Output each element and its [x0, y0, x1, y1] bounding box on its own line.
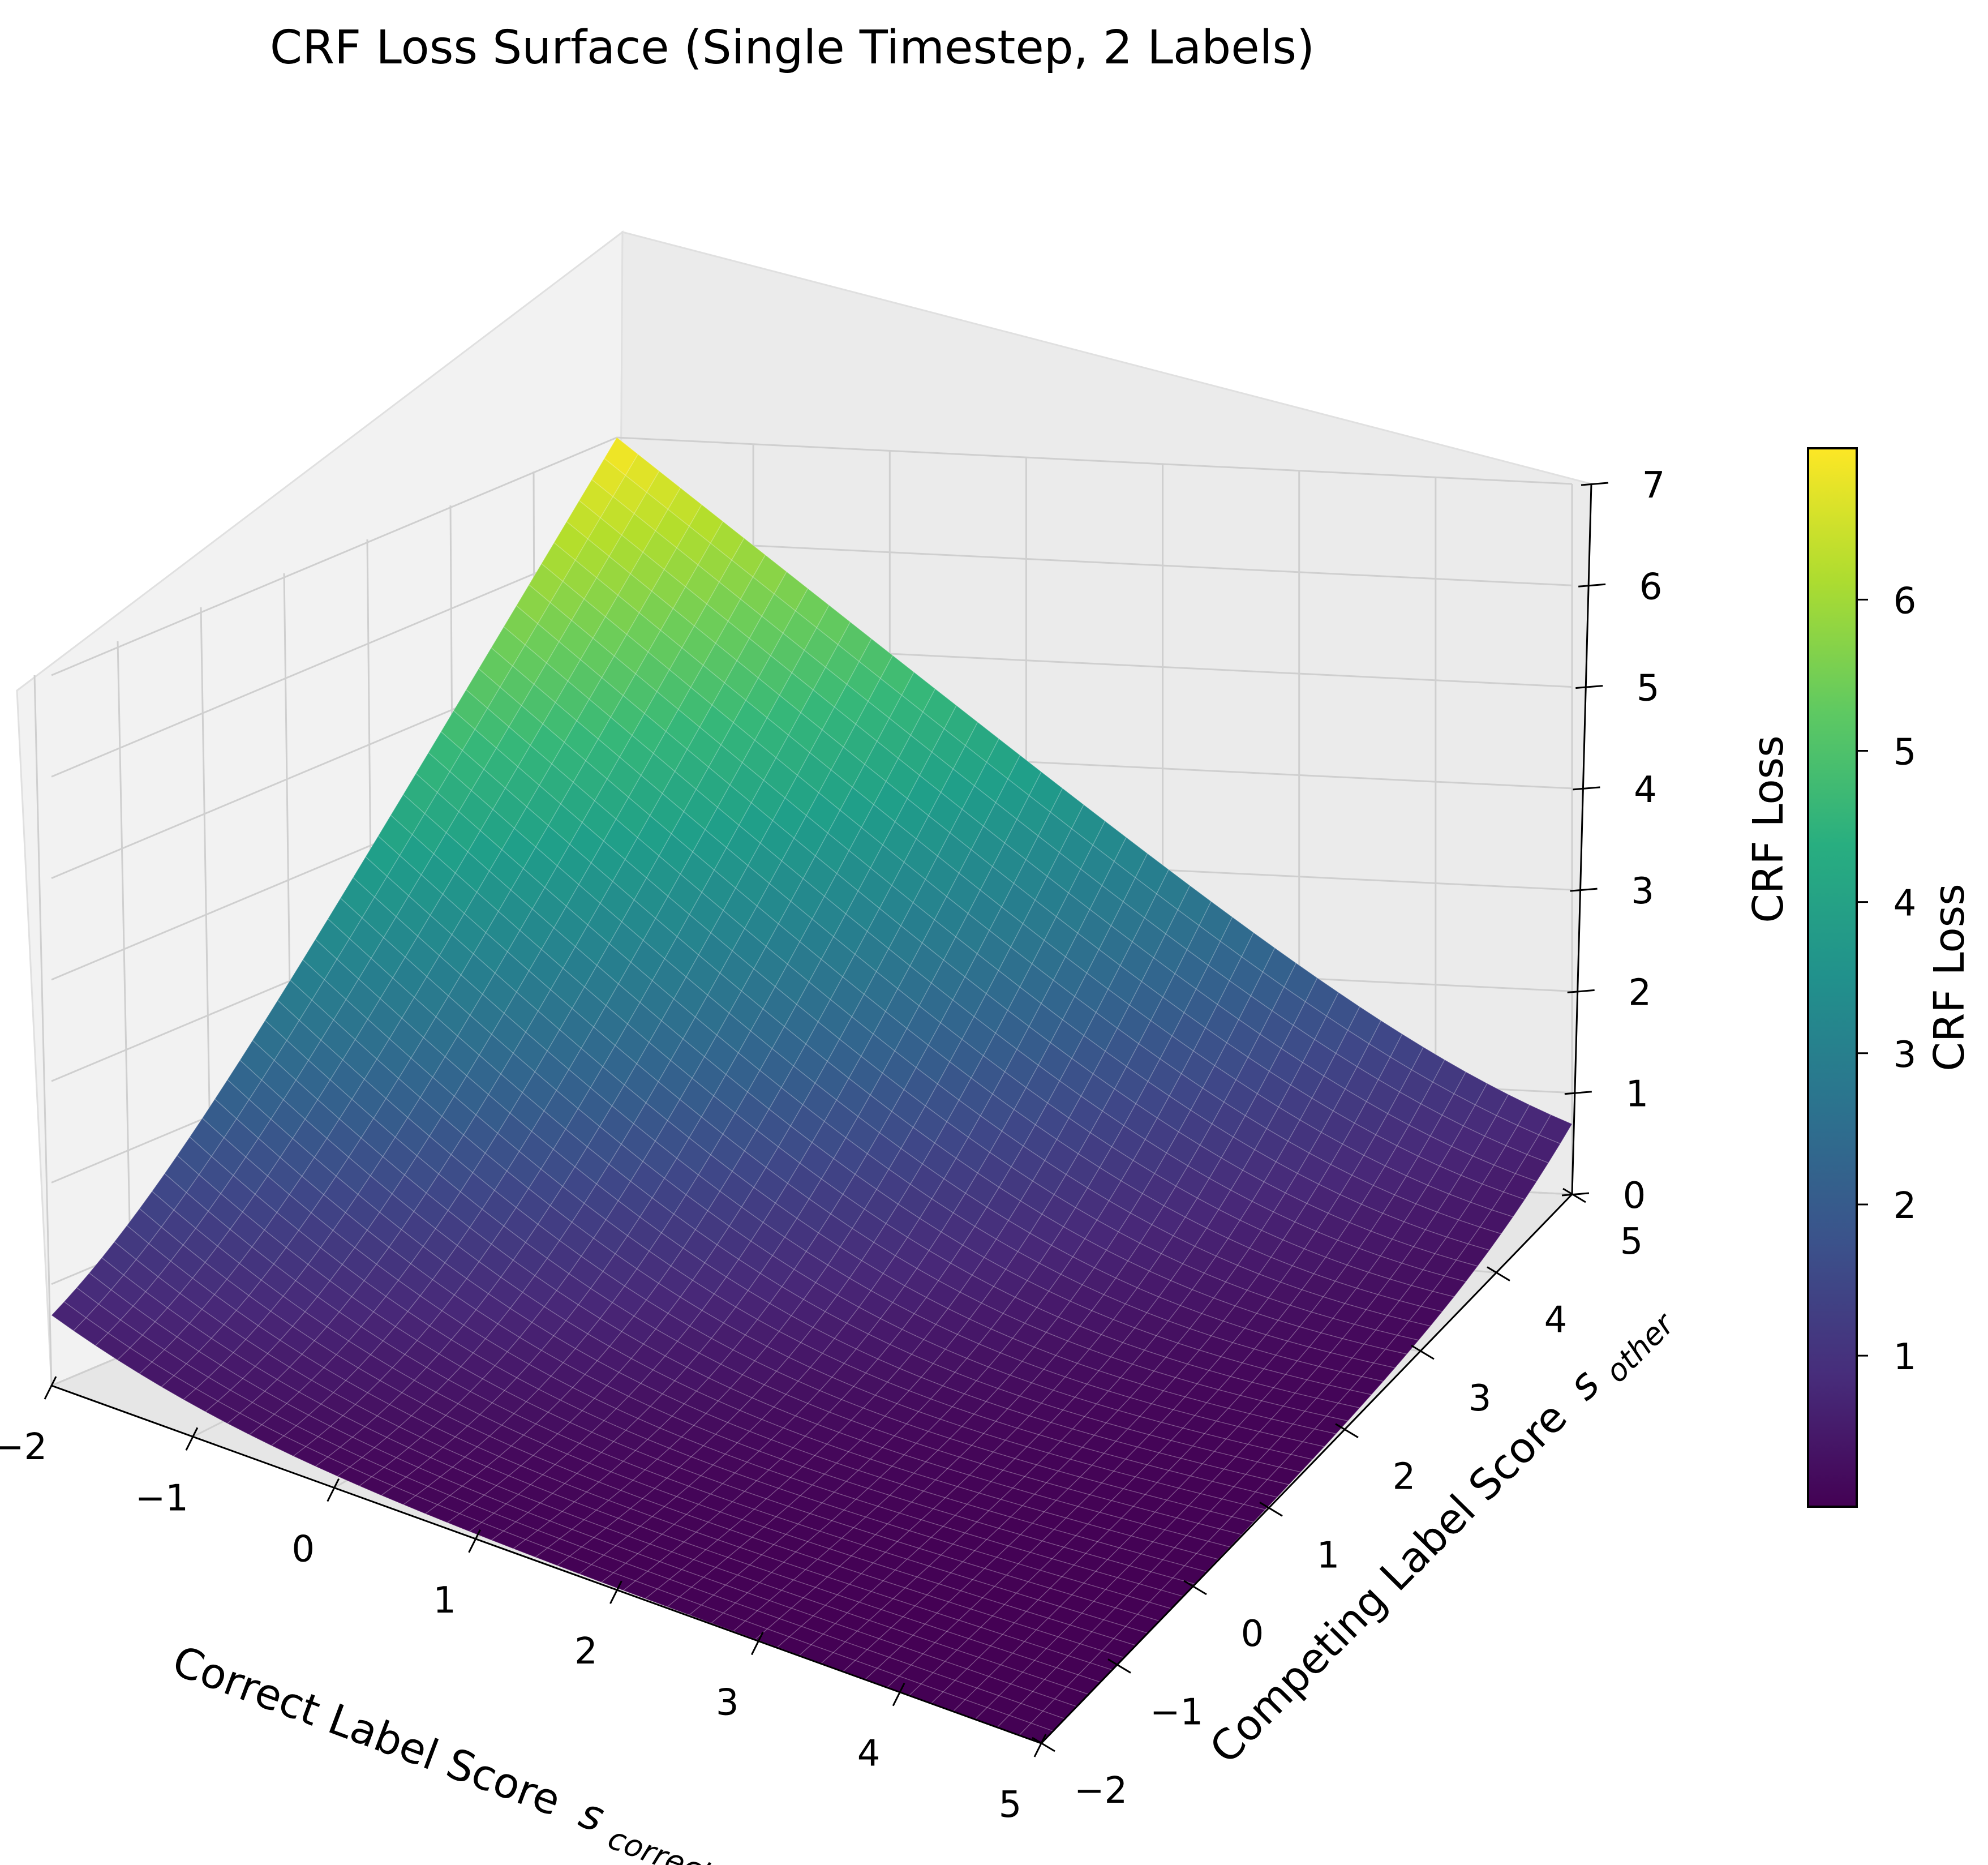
z-tick-label: 1 — [1625, 1074, 1648, 1116]
surface-patch — [1207, 1528, 1243, 1548]
y-tick-mark — [1335, 1423, 1359, 1439]
z-tick-label: 0 — [1623, 1175, 1646, 1217]
z-axis-label: CRF Loss — [1744, 735, 1793, 923]
y-tick-mark — [1487, 1266, 1510, 1281]
colorbar-tick-label: 3 — [1893, 1034, 1917, 1076]
colorbar-tick-label: 2 — [1893, 1185, 1917, 1227]
y-tick-mark — [1562, 1187, 1586, 1203]
y-tick-label: 0 — [1241, 1613, 1264, 1655]
z-tick-label: 2 — [1628, 972, 1651, 1014]
z-tick-mark — [1581, 482, 1609, 486]
chart-title: CRF Loss Surface (Single Timestep, 2 Lab… — [270, 21, 1315, 75]
z-tick-label: 3 — [1631, 871, 1654, 912]
x-tick-label: 2 — [574, 1631, 598, 1673]
z-tick-mark — [1561, 1192, 1590, 1197]
z-tick-label: 7 — [1642, 465, 1665, 507]
x-axis-label-subscript: correct — [603, 1820, 718, 1865]
surface-patch — [1255, 1479, 1290, 1498]
y-tick-mark — [1032, 1737, 1055, 1752]
colorbar-label: CRF Loss — [1925, 884, 1974, 1071]
x-axis-label-symbol: s — [573, 1789, 611, 1842]
z-tick-mark — [1564, 1091, 1592, 1095]
y-tick-label: 3 — [1469, 1378, 1492, 1420]
x-tick-mark — [750, 1631, 764, 1656]
x-tick-mark — [327, 1478, 340, 1502]
x-tick-mark — [44, 1376, 57, 1400]
z-tick-label: 5 — [1637, 668, 1660, 710]
x-axis-line — [51, 1384, 1042, 1744]
y-axis-ticks: −2 −1 0 1 2 3 4 5 — [1032, 1187, 1643, 1812]
x-tick-label: −2 — [0, 1426, 47, 1468]
x-tick-label: 3 — [716, 1682, 739, 1723]
surface-patch — [1420, 1291, 1455, 1313]
surface-patch — [1432, 1275, 1467, 1298]
colorbar-tick-label: 1 — [1893, 1336, 1917, 1378]
axis-lines — [51, 483, 1592, 1744]
side-grid-y — [33, 675, 53, 1386]
surface-patch — [1396, 1320, 1432, 1341]
x-tick-label: 0 — [291, 1529, 315, 1571]
y-tick-mark — [1411, 1344, 1435, 1360]
x-tick-mark — [1033, 1734, 1047, 1757]
x-axis-label-text: Correct Label Score — [166, 1636, 567, 1825]
y-tick-label: 4 — [1544, 1300, 1568, 1341]
surface-patch — [1467, 1227, 1502, 1251]
x-tick-label: 5 — [999, 1784, 1022, 1826]
y-tick-mark — [1259, 1501, 1283, 1517]
z-axis-line — [1571, 483, 1592, 1195]
colorbar-gradient — [1807, 447, 1858, 1508]
y-tick-label: 5 — [1620, 1221, 1643, 1263]
colorbar-ticks: 1 2 3 4 5 6 — [1857, 580, 1916, 1378]
x-tick-mark — [892, 1683, 905, 1707]
y-tick-mark — [1183, 1580, 1207, 1596]
surface-patch — [1337, 1389, 1373, 1409]
z-tick-label: 6 — [1639, 566, 1663, 608]
x-tick-mark — [468, 1529, 481, 1553]
colorbar-tick-label: 4 — [1893, 883, 1917, 925]
x-tick-mark — [185, 1427, 199, 1451]
z-tick-mark — [1573, 786, 1600, 791]
x-tick-label: 4 — [857, 1733, 881, 1775]
z-tick-mark — [1575, 685, 1603, 689]
x-axis-ticks: −2 −1 0 1 2 3 4 5 — [0, 1376, 1047, 1826]
surface-patch — [1479, 1209, 1514, 1234]
x-tick-label: −1 — [135, 1477, 188, 1519]
x-tick-mark — [609, 1580, 622, 1604]
y-tick-label: 1 — [1317, 1534, 1340, 1576]
y-axis-label-subscript: other — [1598, 1305, 1682, 1390]
y-tick-label: 2 — [1393, 1456, 1416, 1498]
z-tick-mark — [1570, 888, 1598, 892]
z-tick-mark — [1567, 989, 1595, 993]
x-tick-label: 1 — [433, 1580, 456, 1622]
y-tick-mark — [1107, 1658, 1131, 1674]
y-tick-label: −1 — [1150, 1691, 1203, 1733]
colorbar-tick-label: 6 — [1893, 580, 1917, 622]
z-tick-mark — [1578, 583, 1606, 588]
colorbar: 1 2 3 4 5 6 CRF Loss — [1807, 447, 1974, 1508]
colorbar-tick-label: 5 — [1893, 732, 1917, 774]
z-tick-label: 4 — [1634, 769, 1657, 811]
y-tick-label: −2 — [1074, 1770, 1127, 1812]
y-axis-line — [1040, 1193, 1573, 1744]
x-axis-label: Correct Label Score s correct — [164, 1636, 725, 1865]
loss-surface — [50, 436, 1573, 1744]
z-axis-ticks: 0 1 2 3 4 5 6 7 — [1561, 465, 1665, 1217]
